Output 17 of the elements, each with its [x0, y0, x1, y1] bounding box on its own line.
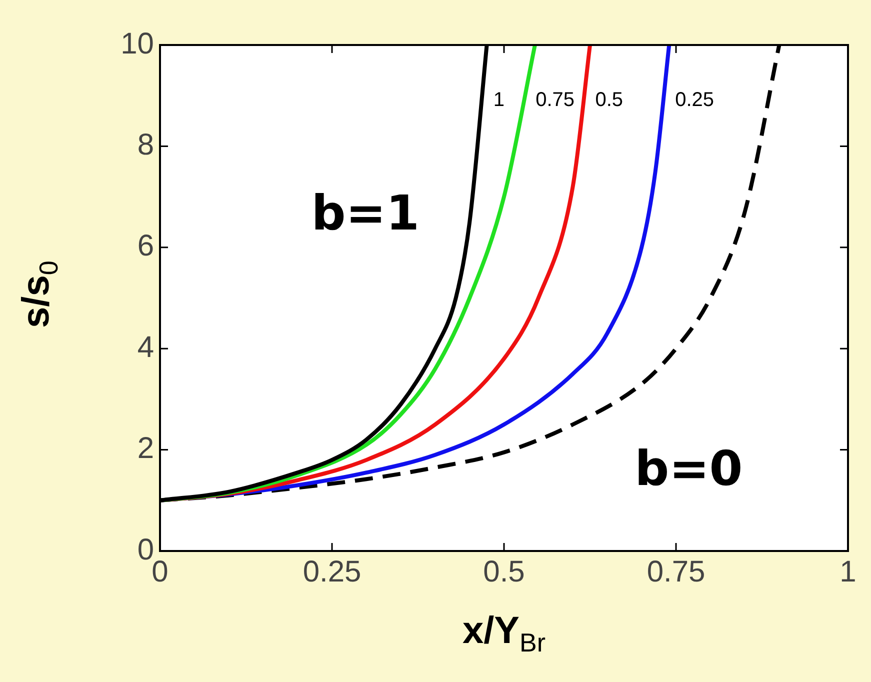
y-tick-label: 10 — [120, 27, 154, 60]
x-tick-label: 0.5 — [483, 555, 525, 588]
series-label: 1 — [493, 89, 505, 112]
series-label: 0.25 — [675, 89, 714, 112]
x-tick-label: 1 — [840, 555, 856, 588]
y-tick-label: 0 — [137, 533, 154, 566]
series-label: 0.75 — [536, 89, 575, 112]
series-label: 0.5 — [595, 89, 624, 112]
x-tick-label: 0.25 — [302, 555, 362, 588]
annotation: b=0 — [634, 441, 743, 498]
y-tick-label: 6 — [137, 230, 154, 263]
annotation: b=1 — [311, 186, 420, 242]
x-tick-label: 0.75 — [646, 555, 706, 588]
y-tick-label: 8 — [137, 128, 154, 162]
y-tick-label: 2 — [137, 432, 154, 466]
x-axis-title: x/Y$_{Br}$ — [461, 610, 547, 659]
y-tick-label: 4 — [137, 330, 154, 364]
